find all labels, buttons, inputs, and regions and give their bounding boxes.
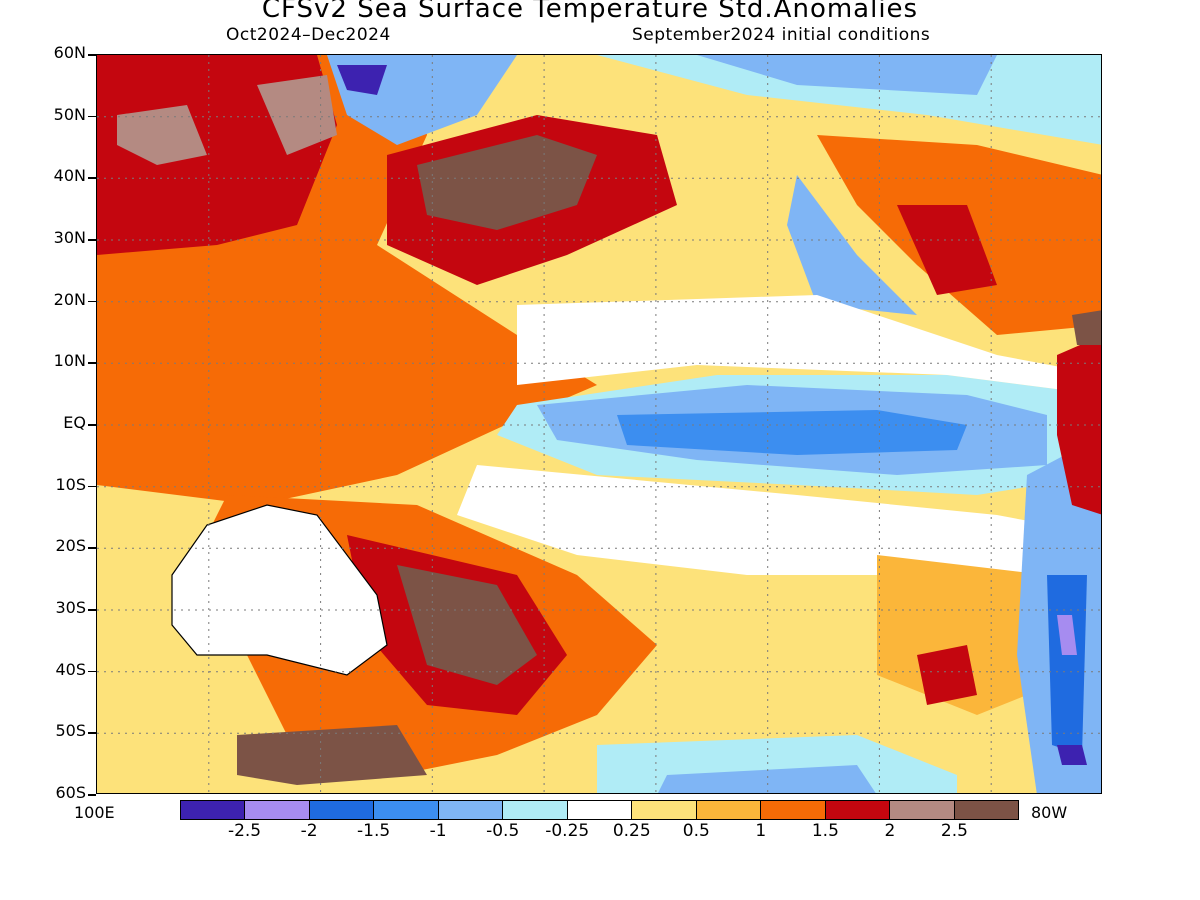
- colorbar-swatch: [245, 801, 310, 819]
- latitude-tick: [88, 485, 96, 488]
- latitude-label: 50N: [53, 104, 86, 124]
- latitude-label: 10S: [55, 474, 86, 494]
- colorbar-label: 2: [884, 821, 896, 841]
- colorbar-label: -0.25: [545, 821, 590, 841]
- southern-ocean-cold: [658, 765, 876, 793]
- colorbar-label: 0.5: [682, 821, 710, 841]
- map-title: CFSv2 Sea Surface Temperature Std.Anomal…: [261, 0, 919, 24]
- cape-horn-cold-core: [1057, 745, 1087, 765]
- forecast-period: Oct2024–Dec2024: [226, 25, 391, 45]
- latitude-label: EQ: [63, 413, 86, 432]
- colorbar-swatch: [374, 801, 439, 819]
- colorbar-label: -1: [429, 821, 447, 841]
- latitude-tick: [88, 547, 96, 549]
- neutral-band-south: [457, 465, 1101, 615]
- chile-cold-patch: [1057, 615, 1077, 655]
- latitude-label: 60N: [53, 43, 86, 62]
- kuril-cold-core: [337, 65, 387, 95]
- latitude-tick: [88, 115, 96, 118]
- alaska-cold-region: [697, 55, 997, 95]
- colorbar-swatch: [632, 801, 697, 819]
- colorbar-swatch: [503, 801, 568, 819]
- japan-sea-warm-patch: [117, 105, 207, 165]
- latitude-label: 40N: [53, 166, 86, 186]
- colorbar-swatch: [954, 801, 1019, 819]
- okhotsk-warm-patch: [257, 75, 337, 155]
- corner-label-right: 80W: [1031, 803, 1068, 822]
- latitude-tick: [88, 424, 96, 426]
- colorbar-swatch: [438, 801, 504, 819]
- map-canvas: [97, 55, 1101, 793]
- map-gridlines: [97, 55, 1101, 793]
- initial-conditions: September2024 initial conditions: [632, 25, 931, 45]
- colorbar-label: 2.5: [940, 821, 968, 841]
- latitude-label: 40S: [55, 659, 86, 679]
- latitude-tick: [88, 609, 96, 611]
- southern-ocean-warm-core: [237, 725, 427, 785]
- latitude-label: 60S: [55, 783, 86, 802]
- north-pacific-warm-core: [417, 135, 597, 230]
- colorbar-label: 1.5: [811, 821, 839, 841]
- colorbar-label: 1: [755, 821, 767, 841]
- colorbar-label: 0.25: [612, 821, 651, 841]
- colorbar-label: -0.5: [486, 821, 520, 841]
- latitude-tick: [88, 300, 96, 303]
- gulf-of-california-warm: [897, 205, 997, 295]
- latitude-tick: [88, 54, 96, 56]
- colorbar-swatch: [567, 801, 633, 819]
- latitude-label: 50S: [55, 721, 86, 741]
- neutral-band-north: [517, 295, 1101, 395]
- colorbar-label: -2: [300, 821, 318, 841]
- corner-label-left: 100E: [74, 803, 115, 822]
- latitude-label: 30N: [53, 228, 86, 247]
- cold-tongue-core: [617, 410, 967, 455]
- latitude-tick: [88, 794, 96, 796]
- colorbar-swatch: [696, 801, 762, 819]
- southeast-pacific-warm-core: [917, 645, 977, 705]
- colorbar-swatch: [309, 801, 375, 819]
- latitude-tick: [88, 670, 96, 673]
- sst-anomaly-map: [96, 54, 1102, 794]
- colorbar-swatch: [181, 801, 246, 819]
- peru-chile-cold-core: [1047, 575, 1087, 755]
- california-current-cool: [787, 175, 917, 315]
- latitude-label: 10N: [53, 351, 86, 371]
- colombia-coast-warm: [1057, 335, 1101, 515]
- latitude-label: 20S: [55, 536, 86, 556]
- latitude-label: 20N: [53, 289, 86, 309]
- latitude-label: 30S: [55, 598, 86, 617]
- colorbar-swatch: [825, 801, 891, 819]
- colorbar-swatch: [761, 801, 826, 819]
- colorbar-label: -2.5: [227, 821, 262, 841]
- latitude-tick: [88, 239, 96, 241]
- central-america-warm-core: [1072, 310, 1101, 345]
- colorbar-swatch: [890, 801, 955, 819]
- australia-landmass: [171, 504, 388, 676]
- colorbar-label: -1.5: [357, 821, 391, 841]
- latitude-tick: [88, 732, 96, 734]
- latitude-tick: [88, 177, 96, 179]
- colorbar: [180, 800, 1019, 820]
- latitude-tick: [88, 362, 96, 364]
